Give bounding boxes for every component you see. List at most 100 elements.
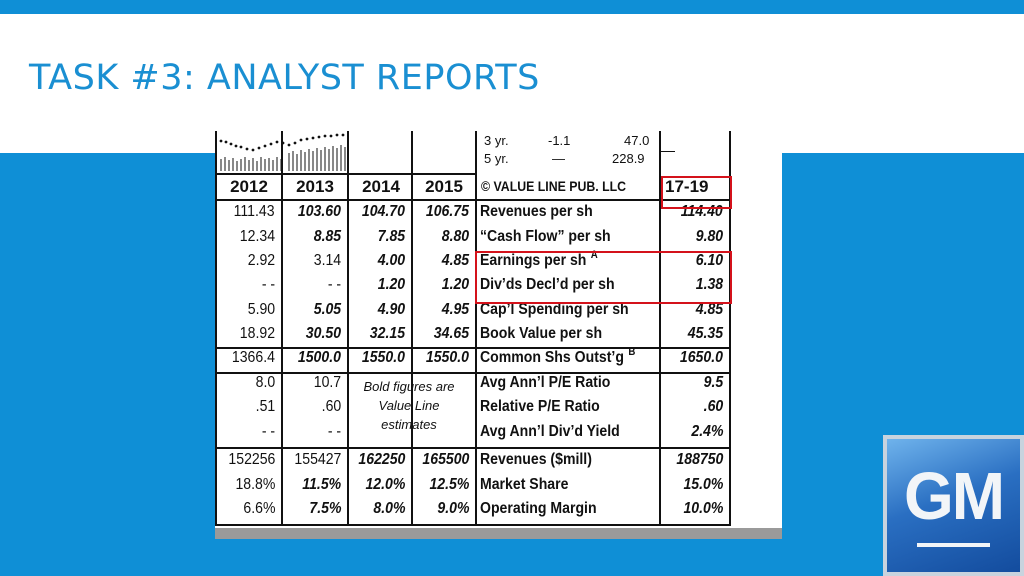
metric-label-text: Market Share (480, 476, 569, 493)
metric-label: Avg Ann’l Div’d Yield (480, 423, 620, 441)
footnote-marker: B (628, 346, 636, 358)
gm-logo-underline (917, 543, 990, 547)
value-cell: 103.60 (297, 203, 341, 220)
value-cell: 30.50 (305, 325, 341, 342)
year-header: 2014 (362, 177, 400, 196)
history-period: 3 yr. (484, 133, 509, 148)
projection-cell: 4.85 (695, 301, 723, 318)
row-divider (215, 524, 731, 526)
value-cell: 4.95 (441, 301, 469, 318)
value-cell: 155427 (294, 451, 341, 468)
projection-cell: 1.38 (695, 276, 723, 293)
row-divider (215, 199, 731, 201)
value-cell: 1550.0 (425, 349, 469, 366)
value-cell: .60 (321, 398, 341, 415)
value-cell: 5.05 (313, 301, 341, 318)
value-cell: 32.15 (369, 325, 405, 342)
projection-cell: .60 (703, 398, 723, 415)
metric-label-text: Relative P/E Ratio (480, 398, 600, 415)
footnote-marker: A (590, 249, 598, 261)
column-divider (411, 131, 413, 526)
value-cell: 1366.4 (231, 349, 275, 366)
estimate-note: Bold figures are Value Line estimates (363, 379, 455, 432)
value-cell: 4.85 (441, 252, 469, 269)
projection-cell: 9.5 (703, 374, 723, 391)
row-divider (661, 151, 675, 152)
metric-label: Relative P/E Ratio (480, 398, 600, 416)
column-divider (347, 131, 349, 526)
value-cell: 152256 (228, 451, 275, 468)
projection-cell: 188750 (676, 451, 723, 468)
row-divider (215, 173, 475, 175)
projection-cell: 9.80 (695, 228, 723, 245)
value-cell: - - (327, 276, 341, 293)
value-cell: 12.34 (239, 228, 275, 245)
metric-label: Operating Margin (480, 500, 597, 518)
projection-cell: 2.4% (690, 423, 723, 440)
metric-label-text: “Cash Flow” per sh (480, 228, 611, 245)
metric-label: Book Value per sh (480, 325, 602, 343)
analyst-report-image: 3 yr. -1.1 47.0 5 yr. — 228.9 2012 2013 … (215, 131, 782, 539)
value-cell: 8.0 (255, 374, 275, 391)
gm-logo-text: GM (903, 458, 1005, 534)
value-cell: 2.92 (247, 252, 275, 269)
metric-label-text: Cap’l Spending per sh (480, 301, 629, 318)
value-cell: 4.00 (377, 252, 405, 269)
report-table: 3 yr. -1.1 47.0 5 yr. — 228.9 2012 2013 … (215, 131, 731, 528)
metric-label-text: Avg Ann’l P/E Ratio (480, 374, 611, 391)
column-divider (215, 131, 217, 526)
value-cell: 1550.0 (361, 349, 405, 366)
column-divider (281, 131, 283, 526)
value-cell: 3.14 (313, 252, 341, 269)
metric-label-text: Earnings per sh (480, 252, 587, 269)
value-cell: 111.43 (234, 203, 275, 220)
metric-label: “Cash Flow” per sh (480, 228, 611, 246)
metric-label-text: Revenues ($mill) (480, 451, 592, 468)
column-divider (475, 131, 477, 526)
price-chart-thumbnail (219, 133, 346, 171)
metric-label-text: Revenues per sh (480, 203, 593, 220)
metric-label: Div’ds Decl’d per sh (480, 276, 615, 294)
value-cell: - - (261, 423, 275, 440)
value-cell: 9.0% (436, 500, 469, 517)
projection-cell: 15.0% (683, 476, 723, 493)
metric-label: Common Shs Outst’g B (480, 346, 636, 367)
value-cell: 104.70 (361, 203, 405, 220)
value-cell: 7.5% (308, 500, 341, 517)
top-accent-bar (0, 0, 1024, 14)
history-value: 47.0 (624, 133, 650, 148)
copyright-notice: © VALUE LINE PUB. LLC (481, 178, 627, 194)
metric-label: Earnings per sh A (480, 249, 598, 270)
value-cell: 1.20 (441, 276, 469, 293)
value-cell: 8.0% (372, 500, 405, 517)
value-cell: 12.0% (365, 476, 405, 493)
year-header: 2015 (425, 177, 463, 196)
value-cell: 34.65 (433, 325, 469, 342)
earnings-dividends-highlight (475, 251, 732, 304)
projection-cell: 10.0% (683, 500, 723, 517)
metric-label-text: Book Value per sh (480, 325, 603, 342)
metric-label-text: Operating Margin (480, 500, 597, 517)
metric-label-text: Common Shs Outst’g (480, 349, 624, 366)
value-cell: 4.90 (377, 301, 405, 318)
value-cell: 162250 (358, 451, 405, 468)
gm-logo: GM (887, 439, 1020, 572)
column-divider (729, 131, 731, 526)
projection-year-header: 17-19 (665, 177, 709, 196)
metric-label: Market Share (480, 476, 568, 494)
projection-cell: 6.10 (695, 252, 723, 269)
metric-label: Cap’l Spending per sh (480, 301, 629, 319)
year-header: 2012 (230, 177, 268, 196)
metric-label: Revenues ($mill) (480, 451, 592, 469)
value-cell: 8.85 (313, 228, 341, 245)
projection-highlight (661, 176, 732, 209)
value-cell: 1.20 (377, 276, 405, 293)
year-header: 2013 (296, 177, 334, 196)
value-cell: 18.92 (239, 325, 275, 342)
value-cell: - - (261, 276, 275, 293)
metric-label: Revenues per sh (480, 203, 593, 221)
value-cell: 165500 (422, 451, 469, 468)
value-cell: 10.7 (313, 374, 341, 391)
projection-cell: 1650.0 (679, 349, 723, 366)
history-value: 228.9 (612, 151, 645, 166)
